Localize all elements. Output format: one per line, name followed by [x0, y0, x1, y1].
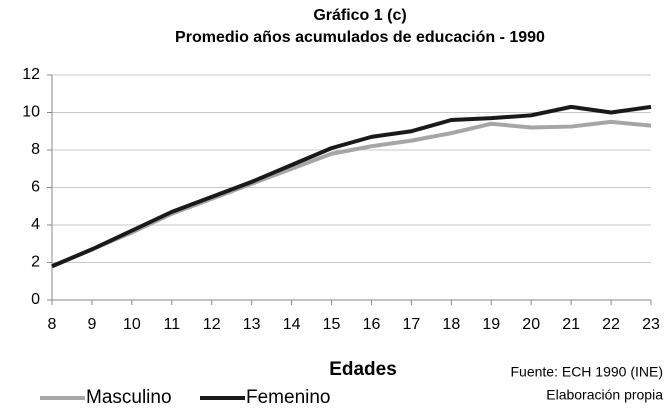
x-tick-label: 9: [87, 316, 96, 333]
x-tick-label: 13: [243, 316, 261, 333]
x-tick-label: 16: [363, 316, 381, 333]
x-tick-label: 19: [482, 316, 500, 333]
x-tick-label: 14: [283, 316, 301, 333]
chart-title: Gráfico 1 (c): [313, 7, 406, 24]
y-tick-label: 10: [22, 104, 40, 121]
x-axis-label: Edades: [329, 359, 397, 380]
x-tick-label: 12: [203, 316, 221, 333]
x-tick-label: 18: [442, 316, 460, 333]
y-tick-label: 0: [31, 291, 40, 308]
x-tick-label: 21: [562, 316, 580, 333]
source-note: Fuente: ECH 1990 (INE): [510, 364, 663, 380]
y-tick-label: 4: [31, 216, 40, 233]
y-tick-label: 12: [22, 66, 40, 83]
x-tick-label: 11: [163, 316, 180, 333]
legend-label: Masculino: [86, 387, 172, 408]
y-tick-label: 8: [31, 141, 40, 158]
x-tick-label: 8: [48, 316, 57, 333]
source-note: Elaboración propia: [546, 387, 663, 403]
x-tick-label: 10: [123, 316, 141, 333]
x-tick-label: 20: [522, 316, 540, 333]
chart-subtitle: Promedio años acumulados de educación - …: [175, 29, 545, 46]
y-tick-label: 6: [31, 179, 40, 196]
y-tick-label: 2: [31, 254, 40, 271]
series-line: [51, 104, 652, 269]
legend-label: Femenino: [246, 387, 331, 408]
x-tick-label: 23: [642, 316, 660, 333]
x-tick-label: 17: [403, 316, 421, 333]
x-tick-label: 15: [323, 316, 341, 333]
x-tick-label: 22: [602, 316, 620, 333]
